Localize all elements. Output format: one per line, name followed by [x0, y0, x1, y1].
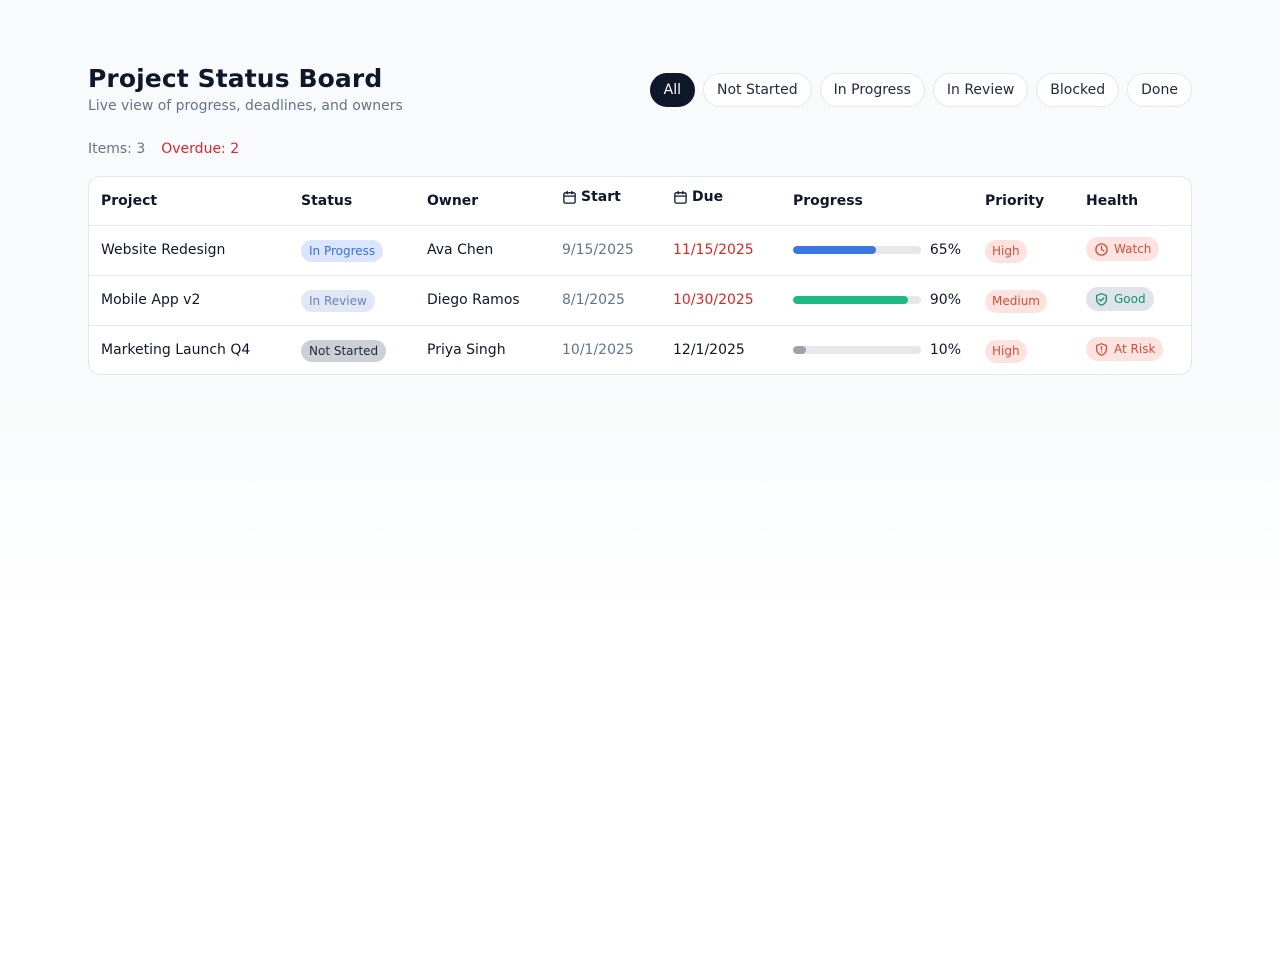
- calendar-icon: [674, 190, 687, 204]
- calendar-icon: [563, 190, 576, 204]
- column-header-health[interactable]: Health: [1074, 177, 1191, 226]
- health-badge: Good: [1086, 287, 1154, 311]
- owner-name: Ava Chen: [415, 225, 550, 276]
- progress-bar-fill: [793, 246, 877, 254]
- project-name: Mobile App v2: [89, 275, 289, 326]
- health-label: Watch: [1114, 242, 1152, 256]
- column-header-project[interactable]: Project: [89, 177, 289, 226]
- column-header-status[interactable]: Status: [289, 177, 415, 226]
- priority-badge: High: [985, 239, 1027, 263]
- summary-counts: Items: 3 Overdue: 2: [88, 141, 239, 157]
- progress-bar-fill: [793, 296, 909, 304]
- column-header-priority[interactable]: Priority: [973, 177, 1074, 226]
- column-header-start-label: Start: [581, 189, 621, 205]
- start-date: 9/15/2025: [550, 225, 661, 276]
- progress-percent: 10%: [929, 342, 961, 359]
- project-name: Marketing Launch Q4: [101, 342, 251, 359]
- filter-all-chip[interactable]: All: [649, 73, 695, 107]
- project-table-card: Project Status Owner Start: [88, 176, 1192, 375]
- health-label: Good: [1114, 292, 1146, 306]
- progress-bar: [793, 296, 921, 304]
- filter-in-review-chip[interactable]: In Review: [932, 73, 1029, 107]
- start-date: 10/1/2025: [562, 342, 634, 359]
- progress-bar: [793, 346, 921, 355]
- page-subtitle: Live view of progress, deadlines, and ow…: [88, 98, 403, 114]
- status-badge: Not Started: [301, 340, 387, 363]
- column-header-owner[interactable]: Owner: [415, 177, 550, 226]
- table-header-row: Project Status Owner Start: [89, 177, 1191, 226]
- page-title: Project Status Board: [88, 64, 383, 93]
- priority-badge: Medium: [985, 289, 1047, 313]
- priority-badge: High: [985, 339, 1027, 363]
- table-row[interactable]: Website Redesign In Progress Ava Chen 9/…: [89, 225, 1191, 276]
- shield-check-icon: [1095, 292, 1108, 306]
- shield-alert-icon: [1095, 342, 1108, 356]
- status-badge: In Progress: [301, 240, 384, 262]
- health-badge: Watch: [1086, 237, 1160, 261]
- due-date: 11/15/2025: [661, 225, 781, 276]
- clock-icon: [1095, 242, 1108, 256]
- progress-bar-fill: [793, 346, 806, 355]
- progress-percent: 65%: [929, 242, 961, 258]
- owner-name: Priya Singh: [427, 342, 506, 359]
- column-header-start[interactable]: Start: [550, 177, 661, 226]
- start-date: 8/1/2025: [550, 275, 661, 326]
- status-filter-bar: All Not Started In Progress In Review Bl…: [649, 73, 1192, 107]
- items-count: Items: 3: [88, 141, 146, 157]
- progress-bar: [793, 246, 921, 254]
- filter-done-chip[interactable]: Done: [1127, 73, 1192, 107]
- health-badge: At Risk: [1086, 337, 1164, 362]
- progress-cell: 10%: [793, 342, 961, 358]
- project-table: Project Status Owner Start: [89, 177, 1191, 374]
- progress-cell: 90%: [793, 292, 961, 308]
- filter-not-started-chip[interactable]: Not Started: [702, 73, 812, 107]
- overdue-count: Overdue: 2: [161, 141, 240, 157]
- project-name: Website Redesign: [89, 225, 289, 276]
- due-date: 12/1/2025: [673, 342, 745, 359]
- table-row[interactable]: Mobile App v2 In Review Diego Ramos 8/1/…: [89, 275, 1191, 326]
- filter-blocked-chip[interactable]: Blocked: [1036, 73, 1120, 107]
- due-date: 10/30/2025: [661, 275, 781, 326]
- column-header-due[interactable]: Due: [661, 177, 781, 226]
- status-badge: In Review: [301, 290, 375, 312]
- column-header-progress[interactable]: Progress: [781, 177, 973, 226]
- owner-name: Diego Ramos: [415, 275, 550, 326]
- filter-in-progress-chip[interactable]: In Progress: [819, 73, 925, 107]
- page-header: Project Status Board Live view of progre…: [88, 64, 1192, 120]
- health-label: At Risk: [1114, 342, 1156, 357]
- table-row[interactable]: Marketing Launch Q4 Not Started Priya Si…: [89, 325, 1191, 374]
- column-header-due-label: Due: [692, 189, 724, 205]
- progress-cell: 65%: [793, 242, 961, 258]
- progress-percent: 90%: [929, 292, 961, 308]
